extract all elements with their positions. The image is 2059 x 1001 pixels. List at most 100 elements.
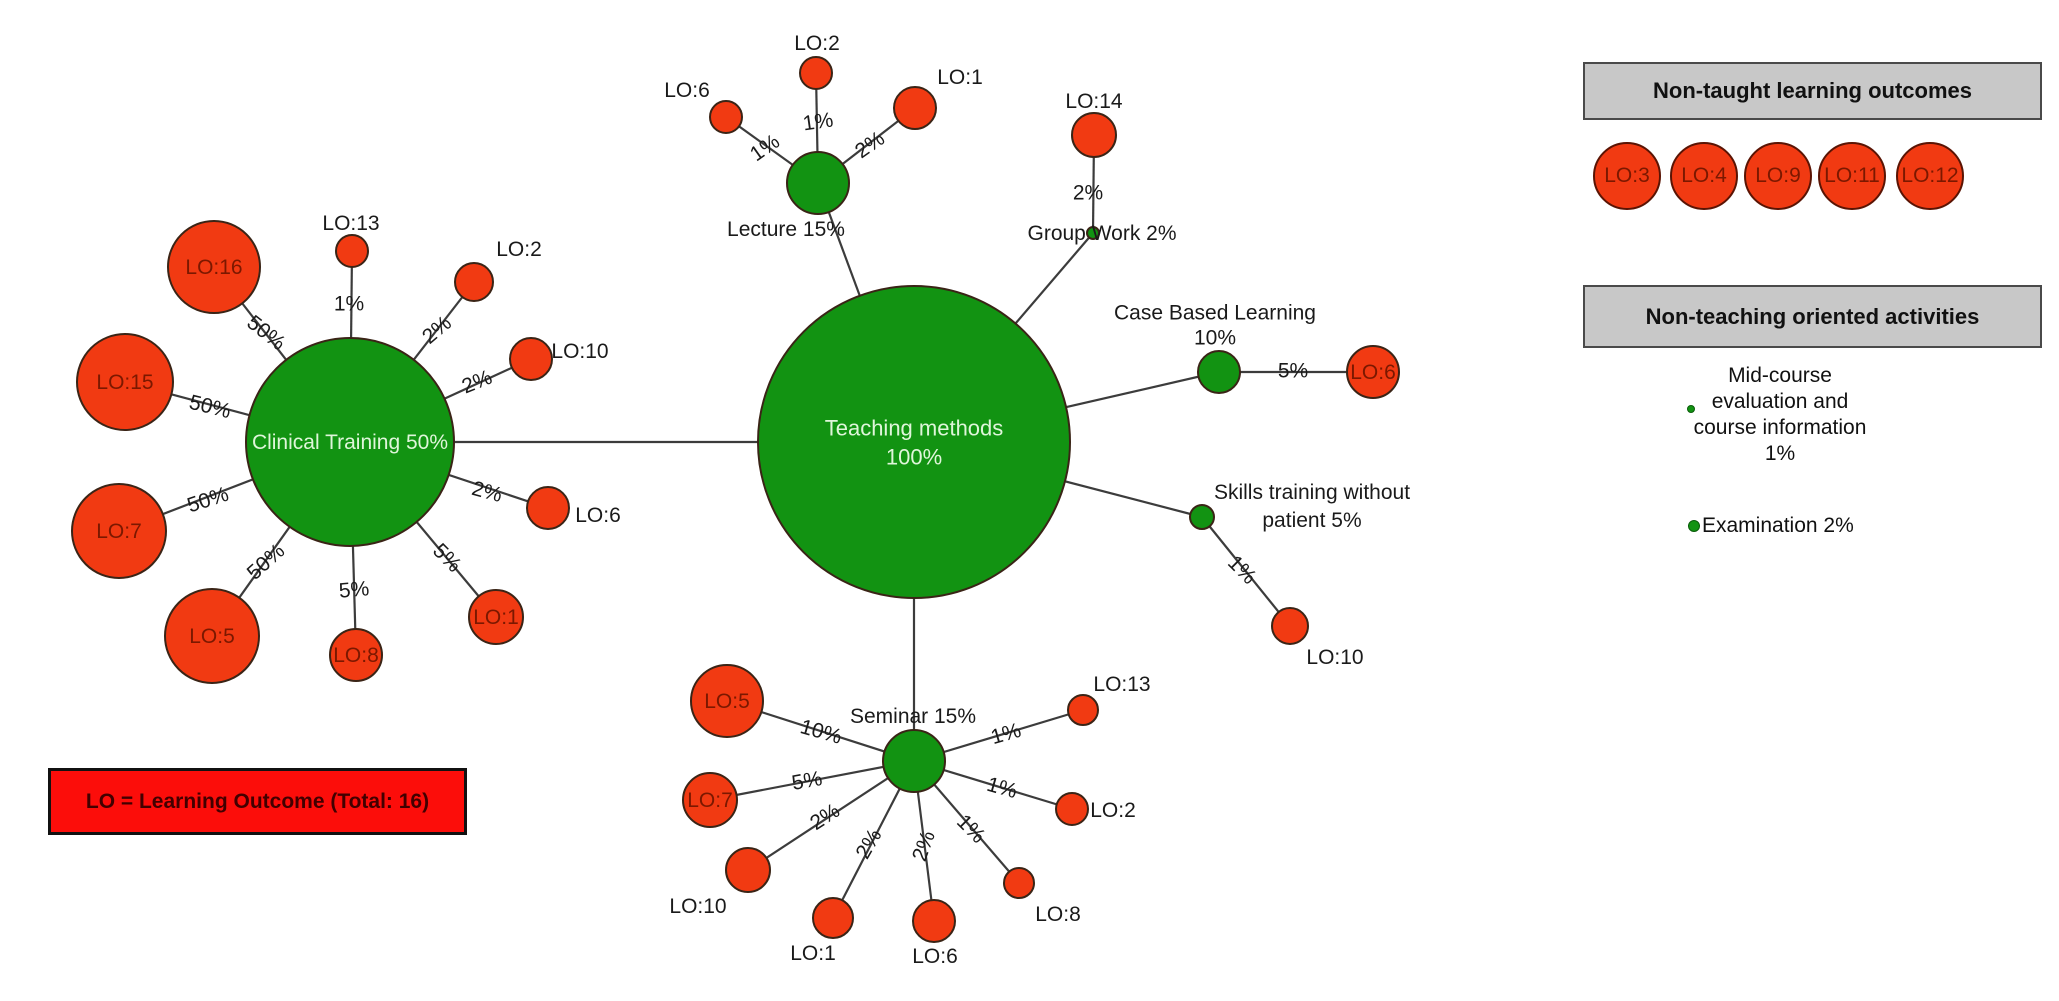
node-clinical bbox=[245, 337, 455, 547]
label-sem-lo6: LO:6 bbox=[912, 945, 958, 968]
edge-label-clinical-cl-lo13: 1% bbox=[334, 293, 364, 316]
edge-label-seminar-sem-lo5: 10% bbox=[798, 715, 845, 749]
edge-label-clinical-cl-lo1: 5% bbox=[428, 539, 466, 577]
node-cl-lo10 bbox=[509, 337, 553, 381]
label-gw-lo14: LO:14 bbox=[1065, 90, 1123, 113]
non-taught-lo-circle: LO:4 bbox=[1670, 142, 1738, 210]
examination-label: Examination 2% bbox=[1702, 514, 1854, 537]
label-sk-lo10: LO:10 bbox=[1306, 646, 1363, 669]
non-taught-lo-circle: LO:3 bbox=[1593, 142, 1661, 210]
lo-label: LO:4 bbox=[1681, 164, 1727, 187]
node-seminar bbox=[882, 729, 946, 793]
label-cl-lo8: LO:8 bbox=[333, 644, 379, 667]
node-teaching bbox=[757, 285, 1071, 599]
lo-label: LO:9 bbox=[1755, 164, 1801, 187]
node-sem-lo1 bbox=[812, 897, 854, 939]
label-cl-lo6: LO:6 bbox=[575, 504, 621, 527]
label-seminar: Seminar 15% bbox=[850, 705, 976, 728]
label-cl-lo5: LO:5 bbox=[189, 625, 235, 648]
node-cl-lo8 bbox=[329, 628, 383, 682]
non-taught-lo-circle: LO:12 bbox=[1896, 142, 1964, 210]
node-lec-lo6 bbox=[709, 100, 743, 134]
edge-label-seminar-sem-lo2: 1% bbox=[984, 773, 1020, 803]
legend-box: LO = Learning Outcome (Total: 16) bbox=[48, 768, 467, 835]
non-teaching-activities-title: Non-teaching oriented activities bbox=[1645, 303, 1980, 329]
edge-label-seminar-sem-lo1: 2% bbox=[851, 825, 886, 863]
edge-label-clinical-cl-lo6: 2% bbox=[469, 477, 504, 507]
legend-text: LO = Learning Outcome (Total: 16) bbox=[85, 789, 430, 813]
edge-label-clinical-cl-lo7: 50% bbox=[184, 483, 231, 518]
label-cl-lo15: LO:15 bbox=[96, 371, 153, 394]
examination-dot-icon bbox=[1688, 520, 1700, 532]
edge-label-clinical-cl-lo5: 50% bbox=[243, 539, 290, 584]
label-skills: Skills training without patient 5% bbox=[1214, 481, 1410, 532]
label-cl-lo10: LO:10 bbox=[551, 340, 608, 363]
label-teaching: Teaching methods 100% bbox=[825, 415, 1004, 469]
edge-label-groupwork-gw-lo14: 2% bbox=[1073, 182, 1103, 205]
non-taught-outcomes-header: Non-taught learning outcomes bbox=[1583, 62, 2042, 120]
node-skills bbox=[1189, 504, 1215, 530]
edge-label-clinical-cl-lo8: 5% bbox=[338, 577, 370, 603]
label-sem-lo13: LO:13 bbox=[1093, 673, 1150, 696]
label-cl-lo13: LO:13 bbox=[322, 212, 379, 235]
label-sem-lo8: LO:8 bbox=[1035, 903, 1081, 926]
node-cl-lo2 bbox=[454, 262, 494, 302]
node-cl-lo5 bbox=[164, 588, 260, 684]
label-sem-lo2: LO:2 bbox=[1090, 799, 1136, 822]
label-lec-lo2: LO:2 bbox=[794, 32, 840, 55]
edge-label-clinical-cl-lo10: 2% bbox=[459, 366, 496, 399]
node-lecture bbox=[786, 151, 850, 215]
midcourse-dot-icon bbox=[1687, 405, 1695, 413]
node-cl-lo13 bbox=[335, 234, 369, 268]
lo-label: LO:11 bbox=[1824, 164, 1880, 187]
node-cl-lo6 bbox=[526, 486, 570, 530]
label-sem-lo7: LO:7 bbox=[687, 789, 733, 812]
label-sem-lo5: LO:5 bbox=[704, 690, 750, 713]
lo-label: LO:3 bbox=[1604, 164, 1650, 187]
midcourse-evaluation-label: Mid-course evaluation and course informa… bbox=[1693, 364, 1867, 465]
node-sem-lo7 bbox=[682, 772, 738, 828]
node-cbl-lo6 bbox=[1346, 345, 1400, 399]
label-clinical: Clinical Training 50% bbox=[252, 431, 448, 454]
node-cl-lo7 bbox=[71, 483, 167, 579]
node-cl-lo15 bbox=[76, 333, 174, 431]
node-sem-lo13 bbox=[1067, 694, 1099, 726]
label-lecture: Lecture 15% bbox=[727, 218, 845, 241]
label-lec-lo1: LO:1 bbox=[937, 66, 983, 89]
node-lec-lo1 bbox=[893, 86, 937, 130]
edge-label-cbl-cbl-lo6: 5% bbox=[1278, 360, 1308, 383]
non-taught-lo-circle: LO:11 bbox=[1818, 142, 1886, 210]
node-sem-lo6 bbox=[912, 899, 956, 943]
node-sem-lo5 bbox=[690, 664, 764, 738]
label-cbl: Case Based Learning 10% bbox=[1114, 301, 1316, 349]
label-groupwork: Group Work 2% bbox=[1028, 222, 1177, 245]
label-cl-lo1: LO:1 bbox=[473, 606, 519, 629]
edge-label-seminar-sem-lo13: 1% bbox=[988, 719, 1024, 749]
lo-label: LO:12 bbox=[1901, 164, 1959, 187]
label-cl-lo2: LO:2 bbox=[496, 238, 542, 261]
edge-skills-sk-lo10 bbox=[1201, 516, 1291, 627]
non-taught-outcomes-title: Non-taught learning outcomes bbox=[1653, 78, 1972, 103]
edge-label-clinical-cl-lo15: 50% bbox=[187, 391, 233, 423]
node-cl-lo16 bbox=[167, 220, 261, 314]
label-sem-lo10: LO:10 bbox=[669, 895, 726, 918]
non-teaching-activities-header: Non-teaching oriented activities bbox=[1583, 285, 2042, 348]
node-cbl bbox=[1197, 350, 1241, 394]
edge-label-seminar-sem-lo7: 5% bbox=[790, 767, 824, 795]
label-cbl-lo6: LO:6 bbox=[1350, 361, 1396, 384]
node-sem-lo8 bbox=[1003, 867, 1035, 899]
edge-label-clinical-cl-lo2: 2% bbox=[418, 311, 456, 348]
edge-seminar-sem-lo10 bbox=[747, 760, 915, 871]
node-sem-lo2 bbox=[1055, 792, 1089, 826]
node-cl-lo1 bbox=[468, 589, 524, 645]
label-sem-lo1: LO:1 bbox=[790, 942, 836, 965]
label-cl-lo16: LO:16 bbox=[185, 256, 242, 279]
edge-label-seminar-sem-lo6: 2% bbox=[908, 828, 940, 864]
node-gw-lo14 bbox=[1071, 112, 1117, 158]
edge-label-clinical-cl-lo16: 50% bbox=[242, 311, 289, 355]
edge-seminar-sem-lo7 bbox=[709, 759, 915, 802]
label-cl-lo7: LO:7 bbox=[96, 520, 142, 543]
node-lec-lo2 bbox=[799, 56, 833, 90]
